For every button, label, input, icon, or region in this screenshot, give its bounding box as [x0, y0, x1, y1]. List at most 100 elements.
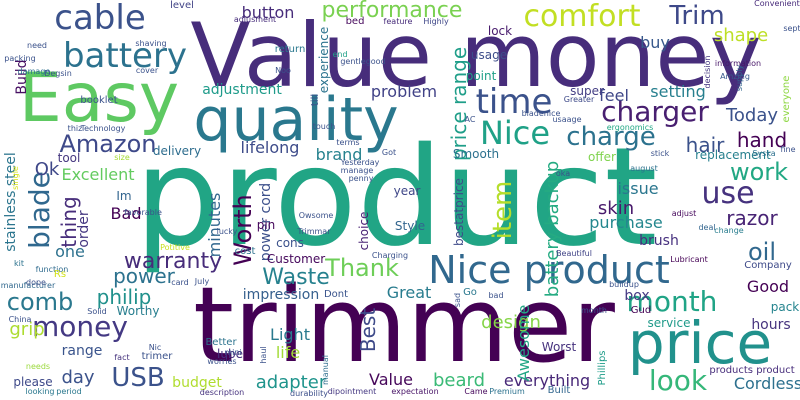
word: price: [627, 309, 773, 377]
word: please: [13, 375, 53, 389]
word: favorable: [124, 208, 162, 217]
word: Yesterday: [340, 158, 380, 167]
word: oil: [747, 238, 777, 266]
word: Owsome: [298, 211, 334, 220]
word: AC: [464, 115, 476, 124]
word: dipointment: [327, 387, 377, 396]
word: Light: [270, 325, 310, 344]
word: skin: [597, 198, 635, 219]
word: mini: [224, 348, 242, 357]
word: Rs: [53, 269, 67, 280]
word: durability: [290, 389, 328, 398]
word: Greater: [563, 95, 595, 104]
word: choice: [357, 211, 371, 251]
word: buildup: [609, 280, 639, 289]
word: brand: [315, 145, 363, 164]
word: till: [310, 93, 321, 107]
word: battery backup: [542, 160, 563, 298]
word: change: [714, 226, 744, 235]
word: Better: [205, 337, 237, 348]
word: Amzing: [720, 72, 750, 81]
word: Customer: [266, 252, 326, 266]
word: Go: [463, 287, 477, 298]
word: year: [393, 184, 421, 198]
word: China: [8, 315, 32, 324]
word: USB: [111, 363, 165, 393]
word: point: [465, 69, 497, 83]
word: biadenice: [521, 109, 561, 118]
word: Amazon: [59, 130, 157, 158]
word: Waste: [262, 265, 330, 290]
word: Trimmar: [297, 227, 331, 236]
word: Im: [116, 189, 132, 203]
word: touch: [312, 122, 336, 131]
word: buy: [640, 33, 670, 52]
word: Smooth: [452, 147, 500, 161]
word: Technology: [80, 124, 126, 133]
word: super: [570, 84, 604, 98]
word: looking: [25, 387, 55, 396]
word: comfort: [523, 0, 641, 34]
word: Cordless: [733, 374, 800, 393]
word: Trim: [669, 1, 725, 31]
word: Nice: [479, 114, 551, 152]
word: terms: [336, 138, 360, 147]
word: pin: [256, 218, 276, 232]
word: Good: [746, 277, 790, 296]
word: manufacturer: [0, 281, 56, 290]
word: period: [56, 387, 82, 396]
word: Highly: [423, 17, 449, 26]
word: charger: [601, 95, 709, 128]
word: month: [581, 306, 607, 315]
word: usage: [470, 48, 508, 62]
word: lucky: [216, 227, 238, 236]
word: information: [714, 59, 762, 68]
word: bestatprice: [452, 178, 466, 246]
word: adjust: [671, 209, 697, 218]
word: kit: [14, 259, 24, 268]
word: Awesome: [514, 304, 533, 382]
word: Beautiful: [556, 249, 592, 258]
word: products product: [709, 365, 795, 376]
word: impression: [242, 287, 320, 303]
word: expectation: [391, 387, 439, 396]
word: Thank: [325, 254, 399, 282]
word: Charging: [371, 251, 409, 260]
word: Today: [725, 105, 779, 126]
word: use: [701, 176, 755, 211]
word: power: [113, 264, 175, 288]
word: budget: [172, 375, 222, 391]
word: Noo: [275, 66, 291, 75]
word: cover: [135, 66, 159, 75]
word: gentlegood: [340, 57, 386, 66]
word: everyone: [781, 75, 792, 123]
word: Got: [381, 148, 397, 157]
word: hours: [751, 317, 791, 333]
word: Bad: [110, 204, 142, 223]
word: bad: [488, 291, 504, 300]
word: adjusment: [233, 15, 277, 24]
word: fact: [114, 353, 130, 362]
word: worries: [207, 357, 237, 366]
word: end: [332, 50, 348, 59]
word: Premium: [489, 387, 525, 396]
word: Nic: [148, 343, 162, 352]
word: Gud: [630, 305, 652, 316]
word: brush: [639, 233, 679, 249]
word: Potitive: [160, 243, 190, 252]
word: sept: [783, 24, 800, 33]
word: product: [134, 119, 658, 277]
word: blade: [23, 171, 56, 249]
word: need: [27, 41, 47, 50]
word: shaving: [135, 39, 167, 48]
word: price range: [447, 46, 471, 162]
word: booklet: [80, 95, 118, 106]
word: Came: [464, 387, 488, 396]
word: comb: [6, 288, 74, 316]
word: return: [274, 44, 306, 55]
word: tool: [57, 151, 81, 165]
word: item: [488, 180, 518, 240]
word: august: [630, 164, 658, 173]
word: deal: [698, 223, 716, 232]
word: razor: [726, 206, 778, 230]
